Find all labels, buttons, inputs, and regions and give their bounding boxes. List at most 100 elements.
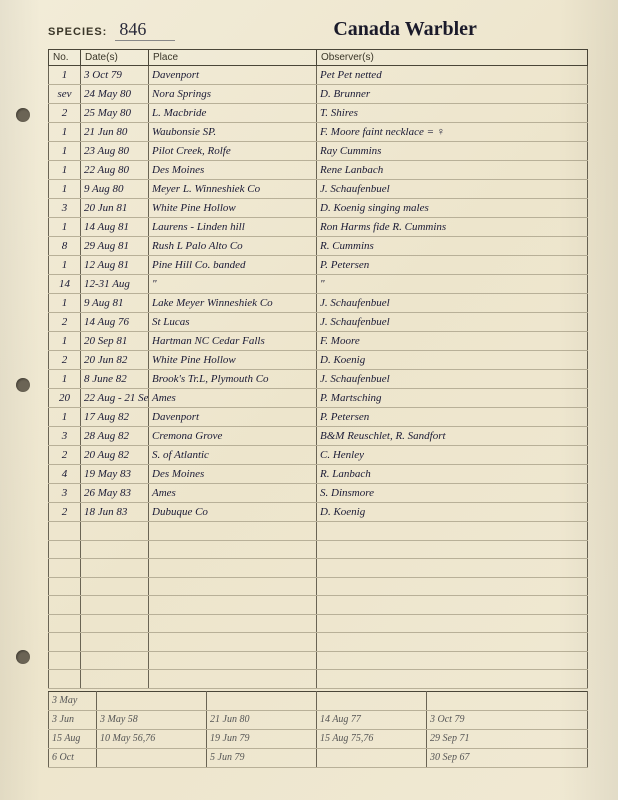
bottom-row: 6 Oct5 Jun 7930 Sep 67 (49, 748, 588, 767)
cell-obs: D. Koenig (317, 503, 588, 522)
cell-place: Meyer L. Winneshiek Co (149, 180, 317, 199)
cell-date: 20 Jun 81 (81, 199, 149, 218)
cell-obs: J. Schaufenbuel (317, 313, 588, 332)
table-row: 122 Aug 80Des MoinesRene Lanbach (49, 161, 588, 180)
cell-obs: R. Lanbach (317, 465, 588, 484)
cell-date: 22 Aug - 21 Sep 82 (81, 389, 149, 408)
cell-no: 1 (49, 256, 81, 275)
cell-no: sev (49, 85, 81, 104)
bottom-cell (97, 691, 207, 710)
cell-place (149, 614, 317, 633)
cell-obs: Pet Pet netted (317, 66, 588, 85)
cell-obs: Ray Cummins (317, 142, 588, 161)
bottom-summary-table: 3 May3 Jun3 May 5821 Jun 8014 Aug 773 Oc… (48, 691, 588, 768)
cell-place (149, 522, 317, 541)
cell-place: Pine Hill Co. banded (149, 256, 317, 275)
cell-no (49, 651, 81, 670)
cell-obs: P. Petersen (317, 256, 588, 275)
bottom-cell: 3 Oct 79 (427, 710, 588, 729)
cell-place: Rush L Palo Alto Co (149, 237, 317, 256)
cell-date: 17 Aug 82 (81, 408, 149, 427)
cell-obs (317, 614, 588, 633)
bottom-cell: 3 May (49, 691, 97, 710)
cell-date: 18 Jun 83 (81, 503, 149, 522)
cell-place: White Pine Hollow (149, 199, 317, 218)
cell-obs: P. Martsching (317, 389, 588, 408)
cell-obs: J. Schaufenbuel (317, 180, 588, 199)
bottom-cell (427, 691, 588, 710)
table-body: 13 Oct 79DavenportPet Pet nettedsev24 Ma… (49, 66, 588, 689)
table-row (49, 670, 588, 689)
cell-date (81, 614, 149, 633)
table-row: 2022 Aug - 21 Sep 82AmesP. Martsching (49, 389, 588, 408)
cell-place (149, 559, 317, 578)
cell-no: 2 (49, 503, 81, 522)
cell-place: Brook's Tr.L, Plymouth Co (149, 370, 317, 389)
cell-obs: F. Moore faint necklace = ♀ (317, 123, 588, 142)
cell-no: 2 (49, 446, 81, 465)
cell-place: White Pine Hollow (149, 351, 317, 370)
table-row: 220 Jun 82White Pine HollowD. Koenig (49, 351, 588, 370)
bottom-cell: 15 Aug (49, 729, 97, 748)
species-label: SPECIES: (48, 26, 107, 38)
table-row: 120 Sep 81Hartman NC Cedar FallsF. Moore (49, 332, 588, 351)
table-header-row: No. Date(s) Place Observer(s) (49, 50, 588, 66)
bottom-cell: 30 Sep 67 (427, 748, 588, 767)
cell-obs: D. Koenig singing males (317, 199, 588, 218)
cell-place (149, 596, 317, 615)
bottom-cell: 19 Jun 79 (207, 729, 317, 748)
cell-no: 1 (49, 180, 81, 199)
cell-date (81, 522, 149, 541)
cell-date: 19 May 83 (81, 465, 149, 484)
hole (16, 378, 30, 392)
cell-date (81, 651, 149, 670)
cell-no (49, 522, 81, 541)
cell-place: Dubuque Co (149, 503, 317, 522)
cell-obs: P. Petersen (317, 408, 588, 427)
cell-obs (317, 633, 588, 652)
bottom-row: 15 Aug10 May 56,7619 Jun 7915 Aug 75,762… (49, 729, 588, 748)
bottom-cell (207, 691, 317, 710)
table-row: 214 Aug 76St LucasJ. Schaufenbuel (49, 313, 588, 332)
bottom-cell (97, 748, 207, 767)
bottom-cell: 29 Sep 71 (427, 729, 588, 748)
cell-no: 1 (49, 123, 81, 142)
cell-obs: B&M Reuschlet, R. Sandfort (317, 427, 588, 446)
table-row (49, 522, 588, 541)
cell-date: 23 Aug 80 (81, 142, 149, 161)
cell-date: 25 May 80 (81, 104, 149, 123)
table-row: 112 Aug 81Pine Hill Co. bandedP. Peterse… (49, 256, 588, 275)
cell-obs (317, 670, 588, 689)
cell-place: " (149, 275, 317, 294)
cell-place: Des Moines (149, 161, 317, 180)
cell-obs (317, 596, 588, 615)
table-row: 328 Aug 82Cremona GroveB&M Reuschlet, R.… (49, 427, 588, 446)
cell-date: 24 May 80 (81, 85, 149, 104)
cell-place: Pilot Creek, Rolfe (149, 142, 317, 161)
cell-date: 22 Aug 80 (81, 161, 149, 180)
cell-place: Ames (149, 389, 317, 408)
cell-date: 28 Aug 82 (81, 427, 149, 446)
cell-place: Davenport (149, 66, 317, 85)
observation-table: No. Date(s) Place Observer(s) 13 Oct 79D… (48, 49, 588, 689)
bottom-row: 3 Jun3 May 5821 Jun 8014 Aug 773 Oct 79 (49, 710, 588, 729)
cell-no (49, 577, 81, 596)
cell-no (49, 540, 81, 559)
bottom-cell: 10 May 56,76 (97, 729, 207, 748)
species-number: 846 (115, 19, 175, 41)
cell-no: 2 (49, 351, 81, 370)
cell-no: 1 (49, 332, 81, 351)
bottom-table-body: 3 May3 Jun3 May 5821 Jun 8014 Aug 773 Oc… (49, 691, 588, 767)
hole (16, 650, 30, 664)
table-row: sev24 May 80Nora SpringsD. Brunner (49, 85, 588, 104)
cell-no: 3 (49, 484, 81, 503)
cell-obs: Rene Lanbach (317, 161, 588, 180)
cell-date: 20 Aug 82 (81, 446, 149, 465)
table-row (49, 614, 588, 633)
table-row: 1412-31 Aug " " (49, 275, 588, 294)
cell-no: 8 (49, 237, 81, 256)
cell-place: Cremona Grove (149, 427, 317, 446)
table-row (49, 540, 588, 559)
cell-date (81, 670, 149, 689)
cell-place (149, 633, 317, 652)
